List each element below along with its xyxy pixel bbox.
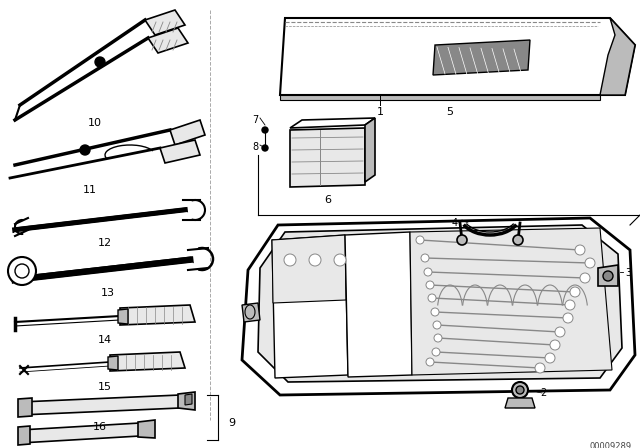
Polygon shape (258, 225, 622, 382)
Ellipse shape (428, 294, 436, 302)
Polygon shape (600, 18, 635, 95)
Text: 13: 13 (101, 288, 115, 298)
Text: 4: 4 (452, 218, 458, 228)
Ellipse shape (603, 271, 613, 281)
Polygon shape (505, 398, 535, 408)
Ellipse shape (513, 235, 523, 245)
Ellipse shape (580, 273, 590, 283)
Ellipse shape (421, 254, 429, 262)
Text: 12: 12 (98, 238, 112, 248)
Ellipse shape (8, 257, 36, 285)
Polygon shape (272, 235, 348, 378)
Ellipse shape (431, 308, 439, 316)
Polygon shape (365, 118, 375, 182)
Ellipse shape (516, 386, 524, 394)
Ellipse shape (284, 254, 296, 266)
Text: 15: 15 (98, 382, 112, 392)
Text: 00009289: 00009289 (590, 442, 632, 448)
Ellipse shape (535, 363, 545, 373)
Ellipse shape (563, 313, 573, 323)
Polygon shape (108, 356, 118, 370)
Text: 2: 2 (540, 388, 547, 398)
Polygon shape (290, 128, 365, 187)
Ellipse shape (262, 127, 268, 133)
Ellipse shape (457, 235, 467, 245)
Polygon shape (345, 232, 412, 377)
Text: 6: 6 (324, 195, 332, 205)
Text: 10: 10 (88, 118, 102, 128)
Ellipse shape (434, 334, 442, 342)
Text: 11: 11 (83, 185, 97, 195)
Polygon shape (185, 394, 192, 405)
Polygon shape (18, 398, 32, 417)
Text: 7: 7 (252, 115, 259, 125)
Text: 14: 14 (98, 335, 112, 345)
Ellipse shape (426, 358, 434, 366)
Text: 16: 16 (93, 422, 107, 432)
Polygon shape (120, 305, 195, 325)
Polygon shape (280, 95, 600, 100)
Polygon shape (410, 228, 612, 375)
Polygon shape (20, 423, 140, 443)
Ellipse shape (550, 340, 560, 350)
Text: 1: 1 (376, 107, 383, 117)
Polygon shape (18, 426, 30, 445)
Ellipse shape (95, 57, 105, 67)
Text: 3: 3 (625, 268, 631, 278)
Polygon shape (170, 120, 205, 145)
Ellipse shape (424, 268, 432, 276)
Ellipse shape (575, 245, 585, 255)
Ellipse shape (80, 145, 90, 155)
Polygon shape (272, 235, 346, 303)
Ellipse shape (426, 281, 434, 289)
Ellipse shape (555, 327, 565, 337)
Text: 9: 9 (228, 418, 235, 428)
Polygon shape (20, 395, 180, 415)
Ellipse shape (309, 254, 321, 266)
Polygon shape (160, 140, 200, 163)
Polygon shape (598, 265, 618, 286)
Ellipse shape (433, 321, 441, 329)
Ellipse shape (334, 254, 346, 266)
Ellipse shape (262, 145, 268, 151)
Ellipse shape (585, 258, 595, 268)
Text: 8: 8 (252, 142, 258, 152)
Ellipse shape (416, 236, 424, 244)
Polygon shape (280, 18, 635, 95)
Ellipse shape (565, 300, 575, 310)
Polygon shape (118, 309, 128, 324)
Polygon shape (242, 218, 635, 395)
Ellipse shape (432, 348, 440, 356)
Polygon shape (145, 10, 185, 35)
Polygon shape (110, 352, 185, 371)
Polygon shape (178, 392, 195, 410)
Polygon shape (242, 303, 260, 322)
Polygon shape (290, 118, 375, 128)
Text: 5: 5 (447, 107, 454, 117)
Polygon shape (138, 420, 155, 438)
Ellipse shape (512, 382, 528, 398)
Ellipse shape (15, 264, 29, 278)
Polygon shape (148, 28, 188, 53)
Polygon shape (433, 40, 530, 75)
Ellipse shape (545, 353, 555, 363)
Ellipse shape (570, 287, 580, 297)
